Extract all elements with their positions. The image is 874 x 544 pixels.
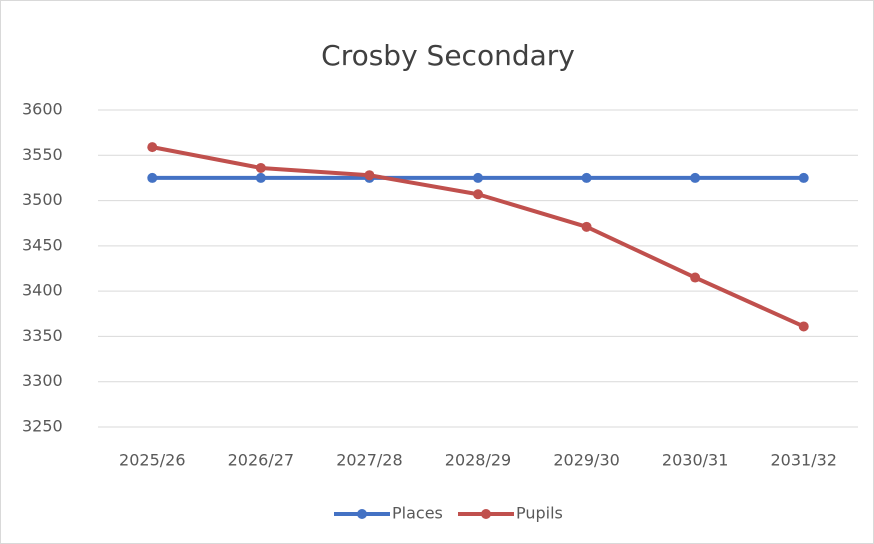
y-tick-label: 3600 bbox=[22, 100, 63, 119]
y-tick-label: 3450 bbox=[22, 235, 63, 254]
data-point bbox=[581, 221, 592, 232]
x-tick-label: 2026/27 bbox=[228, 451, 294, 470]
data-point bbox=[364, 170, 375, 181]
data-point bbox=[690, 272, 701, 283]
y-tick-label: 3550 bbox=[22, 145, 63, 164]
x-tick-label: 2025/26 bbox=[119, 451, 185, 470]
x-tick-label: 2029/30 bbox=[553, 451, 619, 470]
data-point bbox=[255, 162, 266, 173]
x-tick-label: 2027/28 bbox=[336, 451, 402, 470]
y-tick-label: 3500 bbox=[22, 190, 63, 209]
legend-marker bbox=[481, 509, 491, 519]
y-tick-label: 3350 bbox=[22, 326, 63, 345]
data-point bbox=[798, 321, 809, 332]
chart-title: Crosby Secondary bbox=[321, 39, 575, 72]
x-tick-label: 2030/31 bbox=[662, 451, 728, 470]
data-point bbox=[473, 189, 483, 200]
legend-marker bbox=[357, 509, 367, 519]
legend-label: Places bbox=[392, 504, 443, 523]
data-point bbox=[147, 172, 158, 183]
legend-label: Pupils bbox=[516, 504, 563, 523]
y-tick-label: 3300 bbox=[22, 371, 63, 390]
data-point bbox=[255, 172, 266, 183]
x-tick-label: 2028/29 bbox=[445, 451, 511, 470]
y-tick-label: 3250 bbox=[22, 417, 63, 436]
x-tick-label: 2031/32 bbox=[770, 451, 836, 470]
data-point bbox=[473, 172, 483, 183]
data-point bbox=[581, 172, 592, 183]
data-point bbox=[147, 142, 158, 153]
data-point bbox=[798, 172, 809, 183]
data-point bbox=[690, 172, 701, 183]
y-tick-label: 3400 bbox=[22, 281, 63, 300]
